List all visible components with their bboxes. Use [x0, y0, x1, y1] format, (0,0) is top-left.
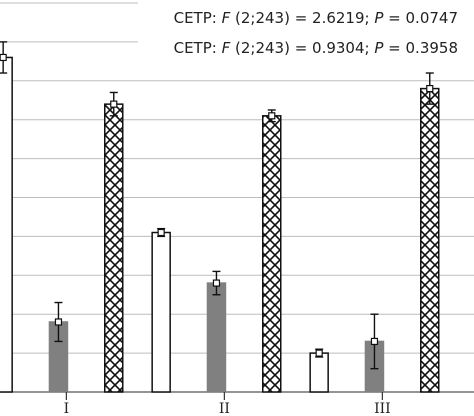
x-tick-label: II [219, 401, 230, 416]
x-tick-labels: I II III [64, 392, 391, 416]
mean-marker [157, 228, 165, 237]
mean-marker [212, 279, 221, 287]
annotation-line-1: CETP: F (2;243) = 2.6219; P = 0.0747 [174, 9, 458, 27]
bar [309, 352, 329, 393]
mean-marker [426, 84, 434, 93]
mean-marker [54, 318, 63, 326]
mean-marker [370, 337, 379, 346]
mean-marker [110, 100, 118, 108]
mean-marker [315, 349, 323, 357]
bar [104, 103, 124, 393]
mean-marker [0, 53, 7, 62]
bars [0, 56, 440, 393]
bar [0, 56, 13, 393]
bar [262, 115, 282, 393]
x-tick-label: I [64, 401, 70, 416]
annotation-line-2: CETP: F (2;243) = 0.9304; P = 0.3958 [174, 39, 458, 57]
error-bars [0, 41, 434, 370]
annotation-background [138, 1, 474, 61]
bar [420, 87, 440, 393]
bar [206, 282, 227, 393]
bar [151, 231, 171, 393]
x-tick-label: III [374, 401, 391, 416]
mean-marker [268, 112, 276, 120]
